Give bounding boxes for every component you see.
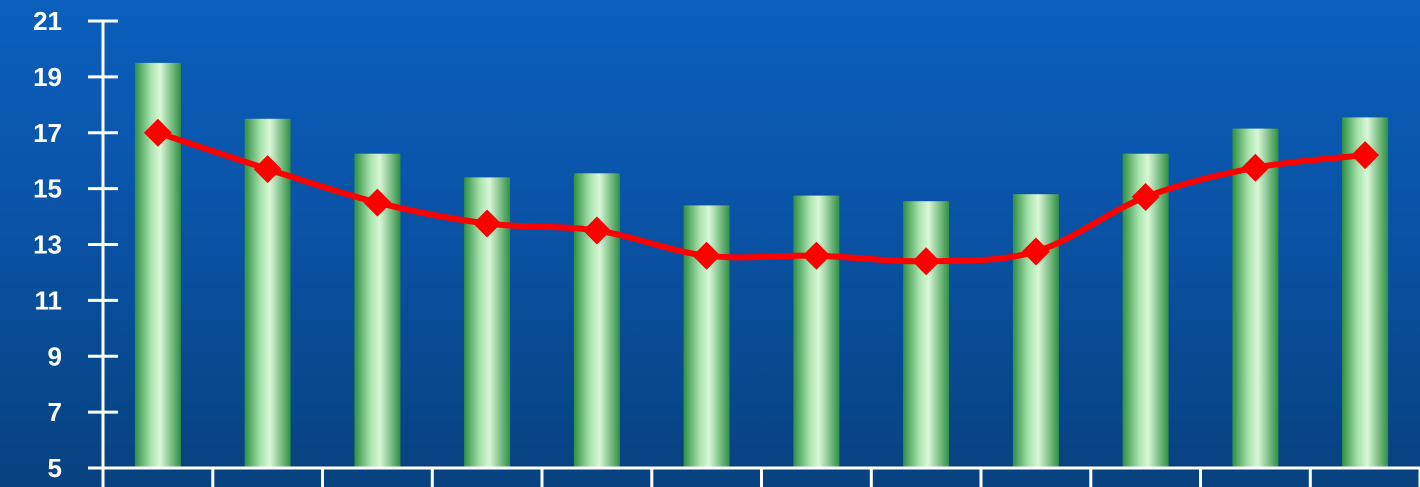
y-tick-label-11: 11 — [35, 285, 63, 315]
y-tick-label-15: 15 — [33, 174, 62, 204]
line-point-4 — [473, 209, 502, 238]
y-tick-label-5: 5 — [48, 453, 62, 483]
line-point-1 — [143, 118, 172, 147]
bar-12 — [1342, 117, 1389, 469]
y-tick-label-7: 7 — [48, 397, 62, 427]
bars-group — [134, 62, 1389, 469]
line-series-group — [154, 129, 1369, 265]
line-point-3 — [363, 188, 392, 217]
y-tick-label-9: 9 — [48, 341, 62, 371]
line-point-5 — [582, 216, 611, 245]
bar-9 — [1012, 194, 1059, 468]
y-axis: 21 19 17 15 13 11 9 7 5 — [33, 6, 1420, 487]
line-point-7 — [802, 241, 831, 270]
y-tick-label-17: 17 — [33, 118, 62, 148]
y-tick-label-21: 21 — [33, 6, 62, 36]
line-point-11 — [1241, 153, 1270, 182]
line-point-10 — [1131, 183, 1160, 211]
line-point-2 — [253, 155, 282, 184]
line-point-8 — [912, 247, 941, 276]
bar-8 — [903, 201, 950, 468]
bar-7 — [793, 195, 840, 468]
line-point-12 — [1351, 141, 1380, 170]
y-tick-label-19: 19 — [33, 62, 62, 92]
y-tick-label-13: 13 — [33, 230, 62, 260]
line-series — [154, 129, 1369, 265]
markers-group — [143, 118, 1380, 276]
line-point-9 — [1021, 237, 1050, 266]
bar-11 — [1232, 128, 1279, 468]
line-point-6 — [692, 241, 721, 270]
